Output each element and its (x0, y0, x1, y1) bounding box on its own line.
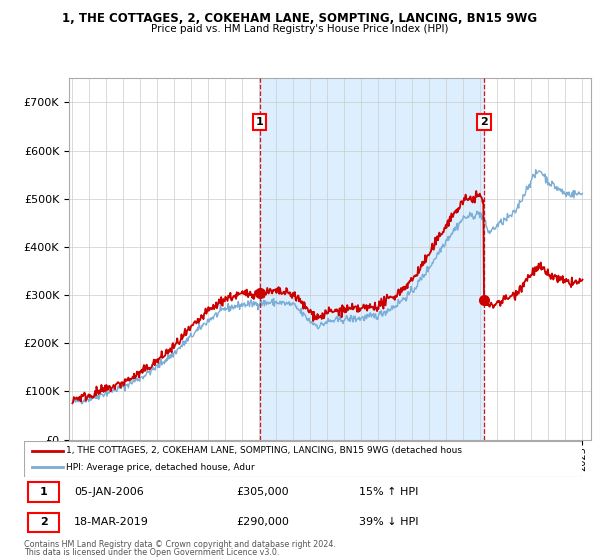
Text: 2: 2 (480, 116, 488, 127)
Text: 1, THE COTTAGES, 2, COKEHAM LANE, SOMPTING, LANCING, BN15 9WG: 1, THE COTTAGES, 2, COKEHAM LANE, SOMPTI… (62, 12, 538, 25)
Text: This data is licensed under the Open Government Licence v3.0.: This data is licensed under the Open Gov… (24, 548, 280, 557)
Text: HPI: Average price, detached house, Adur: HPI: Average price, detached house, Adur (66, 463, 254, 472)
Text: 18-MAR-2019: 18-MAR-2019 (74, 517, 149, 528)
Bar (28, 483, 59, 502)
Text: 15% ↑ HPI: 15% ↑ HPI (359, 487, 418, 497)
Text: 2: 2 (40, 517, 47, 528)
Text: Contains HM Land Registry data © Crown copyright and database right 2024.: Contains HM Land Registry data © Crown c… (24, 540, 336, 549)
Text: £305,000: £305,000 (236, 487, 289, 497)
Bar (28, 513, 59, 532)
Text: 1, THE COTTAGES, 2, COKEHAM LANE, SOMPTING, LANCING, BN15 9WG (detached hous: 1, THE COTTAGES, 2, COKEHAM LANE, SOMPTI… (66, 446, 462, 455)
Text: 1: 1 (256, 116, 263, 127)
Text: 05-JAN-2006: 05-JAN-2006 (74, 487, 144, 497)
Text: 39% ↓ HPI: 39% ↓ HPI (359, 517, 418, 528)
Text: £290,000: £290,000 (236, 517, 289, 528)
Bar (260, 78, 484, 440)
Text: 1: 1 (40, 487, 47, 497)
Text: Price paid vs. HM Land Registry's House Price Index (HPI): Price paid vs. HM Land Registry's House … (151, 24, 449, 34)
